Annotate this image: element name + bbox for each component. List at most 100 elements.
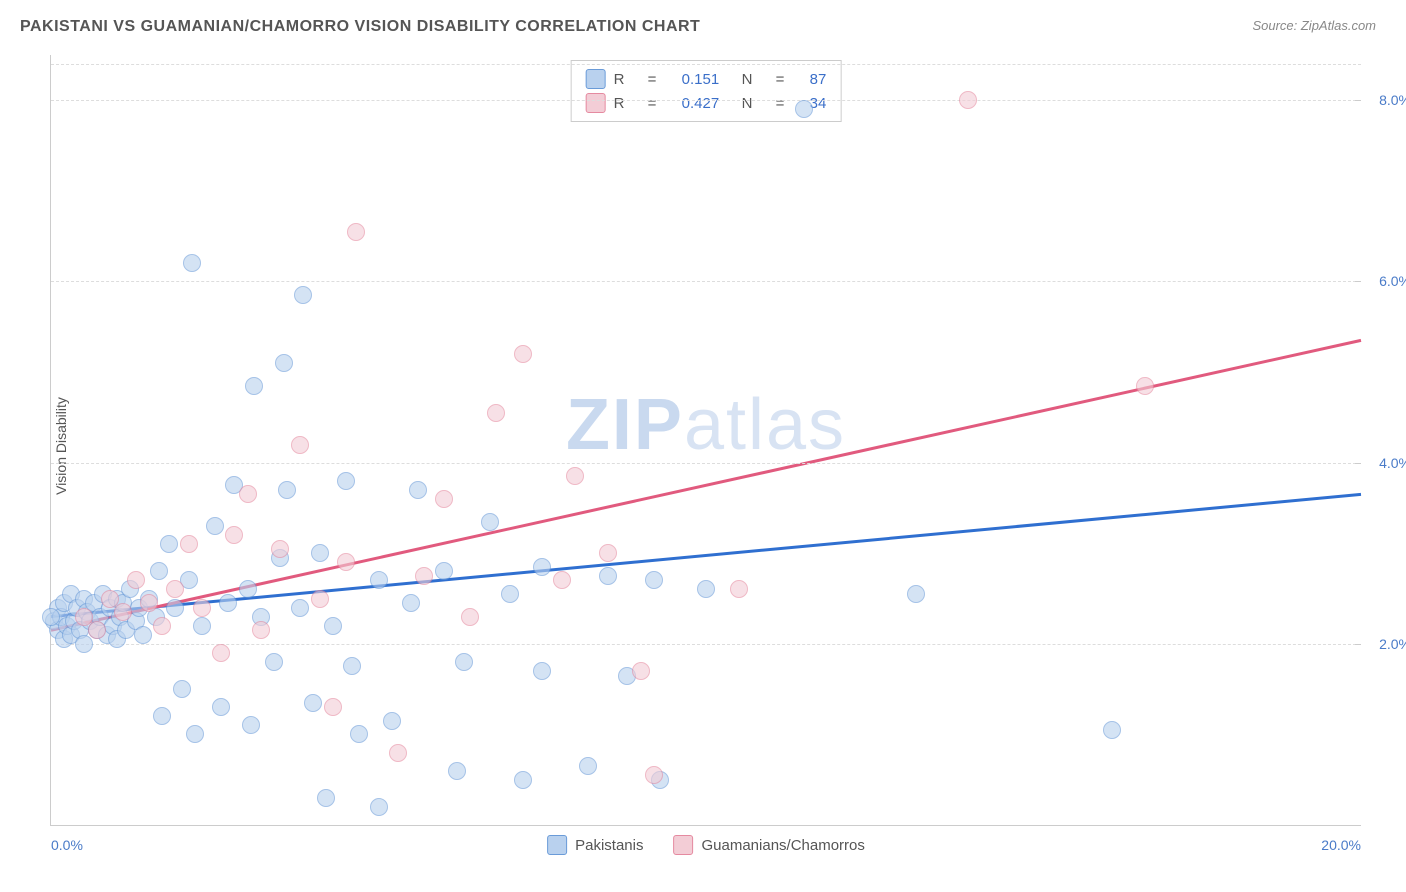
x-tick-label: 20.0% [1321, 837, 1361, 853]
data-point-guamanians [347, 223, 365, 241]
data-point-pakistanis [645, 571, 663, 589]
legend-swatch [586, 93, 606, 113]
n-value: 87 [810, 71, 827, 88]
data-point-pakistanis [599, 567, 617, 585]
data-point-guamanians [271, 540, 289, 558]
data-point-pakistanis [219, 594, 237, 612]
data-point-pakistanis [239, 580, 257, 598]
data-point-pakistanis [311, 544, 329, 562]
data-point-pakistanis [579, 757, 597, 775]
data-point-pakistanis [481, 513, 499, 531]
data-point-pakistanis [501, 585, 519, 603]
data-point-guamanians [599, 544, 617, 562]
data-point-guamanians [415, 567, 433, 585]
data-point-guamanians [193, 599, 211, 617]
legend-series-item: Pakistanis [547, 835, 643, 855]
data-point-pakistanis [907, 585, 925, 603]
data-point-pakistanis [402, 594, 420, 612]
data-point-pakistanis [448, 762, 466, 780]
data-point-guamanians [225, 526, 243, 544]
chart-title: PAKISTANI VS GUAMANIAN/CHAMORRO VISION D… [20, 18, 700, 36]
data-point-pakistanis [134, 626, 152, 644]
n-label: N [742, 95, 768, 112]
chart-container: PAKISTANI VS GUAMANIAN/CHAMORRO VISION D… [0, 0, 1406, 892]
legend-series-item: Guamanians/Chamorros [673, 835, 864, 855]
data-point-guamanians [337, 553, 355, 571]
legend-series: Pakistanis Guamanians/Chamorros [547, 835, 865, 855]
r-value: 0.427 [682, 95, 734, 112]
data-point-guamanians [291, 436, 309, 454]
data-point-pakistanis [455, 653, 473, 671]
data-point-pakistanis [275, 354, 293, 372]
r-value: 0.151 [682, 71, 734, 88]
data-point-pakistanis [1103, 721, 1121, 739]
data-point-pakistanis [294, 286, 312, 304]
data-point-guamanians [730, 580, 748, 598]
data-point-pakistanis [343, 657, 361, 675]
data-point-guamanians [324, 698, 342, 716]
data-point-pakistanis [370, 798, 388, 816]
gridline [51, 644, 1361, 645]
data-point-pakistanis [435, 562, 453, 580]
data-point-pakistanis [212, 698, 230, 716]
data-point-pakistanis [265, 653, 283, 671]
legend-swatch [586, 69, 606, 89]
data-point-guamanians [212, 644, 230, 662]
data-point-guamanians [311, 590, 329, 608]
data-point-pakistanis [795, 100, 813, 118]
data-point-pakistanis [697, 580, 715, 598]
data-point-guamanians [127, 571, 145, 589]
legend-series-label: Guamanians/Chamorros [701, 837, 864, 854]
data-point-pakistanis [350, 725, 368, 743]
data-point-guamanians [140, 594, 158, 612]
data-point-pakistanis [193, 617, 211, 635]
data-point-guamanians [553, 571, 571, 589]
data-point-pakistanis [291, 599, 309, 617]
data-point-guamanians [88, 621, 106, 639]
data-point-pakistanis [173, 680, 191, 698]
y-tick-label: 6.0% [1366, 273, 1406, 289]
legend-swatch [547, 835, 567, 855]
data-point-guamanians [632, 662, 650, 680]
data-point-pakistanis [337, 472, 355, 490]
data-point-guamanians [1136, 377, 1154, 395]
data-point-pakistanis [304, 694, 322, 712]
data-point-pakistanis [153, 707, 171, 725]
legend-swatch [673, 835, 693, 855]
data-point-guamanians [514, 345, 532, 363]
data-point-pakistanis [533, 558, 551, 576]
y-tick-label: 2.0% [1366, 636, 1406, 652]
data-point-pakistanis [75, 635, 93, 653]
data-point-guamanians [239, 485, 257, 503]
data-point-pakistanis [383, 712, 401, 730]
data-point-pakistanis [533, 662, 551, 680]
data-point-pakistanis [324, 617, 342, 635]
legend-correlation-row: R=0.151N=87 [586, 67, 827, 91]
y-tick-label: 4.0% [1366, 455, 1406, 471]
data-point-guamanians [180, 535, 198, 553]
gridline [51, 463, 1361, 464]
y-tick-label: 8.0% [1366, 92, 1406, 108]
data-point-guamanians [435, 490, 453, 508]
plot-area: ZIPatlas R=0.151N=87R=0.427N=34 Pakistan… [50, 55, 1361, 826]
data-point-pakistanis [514, 771, 532, 789]
n-label: N [742, 71, 768, 88]
data-point-pakistanis [317, 789, 335, 807]
r-label: R [614, 95, 640, 112]
data-point-pakistanis [160, 535, 178, 553]
data-point-pakistanis [183, 254, 201, 272]
data-point-guamanians [461, 608, 479, 626]
data-point-guamanians [114, 603, 132, 621]
data-point-pakistanis [42, 608, 60, 626]
data-point-pakistanis [186, 725, 204, 743]
r-label: R [614, 71, 640, 88]
gridline [51, 100, 1361, 101]
data-point-guamanians [487, 404, 505, 422]
data-point-pakistanis [206, 517, 224, 535]
trend-lines [51, 55, 1361, 825]
data-point-guamanians [166, 580, 184, 598]
data-point-guamanians [252, 621, 270, 639]
data-point-pakistanis [166, 599, 184, 617]
data-point-guamanians [566, 467, 584, 485]
watermark-light: atlas [684, 385, 846, 465]
